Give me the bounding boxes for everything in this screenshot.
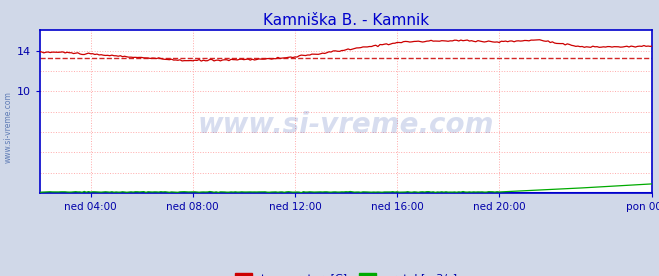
Text: www.si-vreme.com: www.si-vreme.com [198, 111, 494, 139]
Text: www.si-vreme.com: www.si-vreme.com [3, 91, 13, 163]
Legend: temperatura[C], pretok[m3/s]: temperatura[C], pretok[m3/s] [231, 269, 461, 276]
Title: Kamniška B. - Kamnik: Kamniška B. - Kamnik [263, 13, 429, 28]
